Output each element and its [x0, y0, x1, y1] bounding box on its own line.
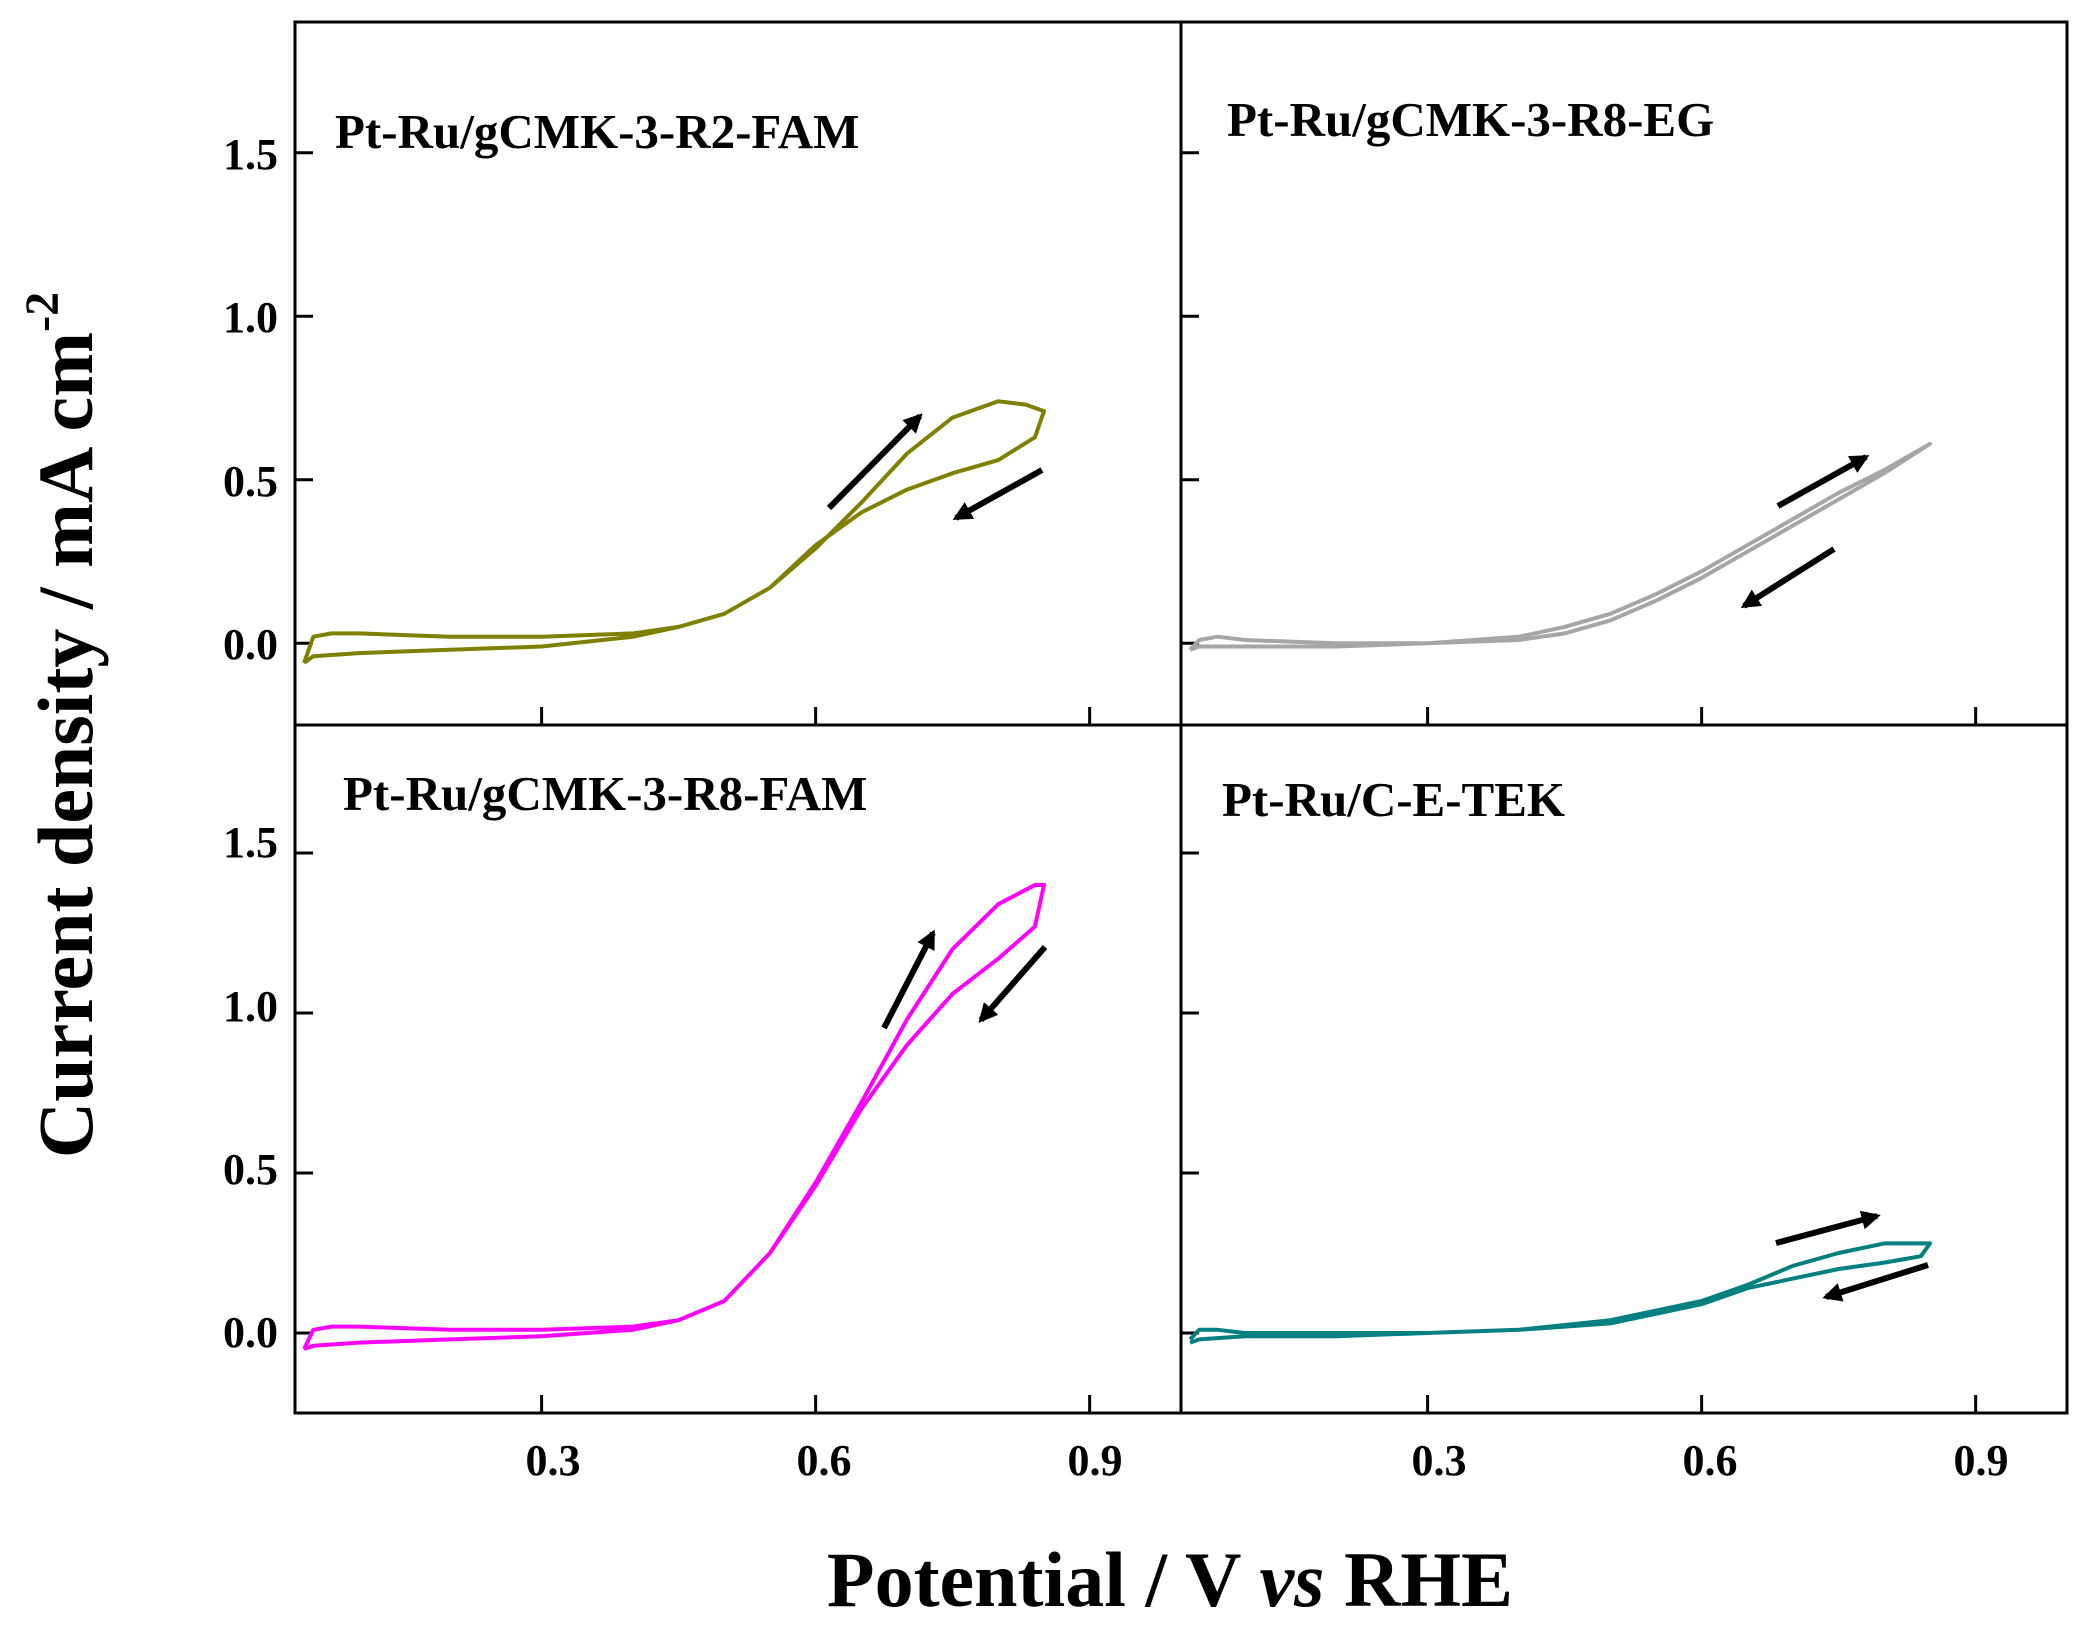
panel-title: Pt-Ru/gCMK-3-R8-EG: [1227, 92, 1714, 147]
panel-4: Pt-Ru/C-E-TEK: [1179, 723, 2069, 1415]
y-tick-label-bottom-1.0: 1.0: [223, 982, 278, 1031]
panel-title: Pt-Ru/gCMK-3-R8-FAM: [343, 766, 867, 821]
y-tick-label-bottom-0.5: 0.5: [223, 1145, 278, 1194]
y-axis-title: Current density / mA cm-2: [16, 292, 109, 1158]
x-tick-label-right-0.9: 0.9: [1954, 1436, 2009, 1485]
y-tick-label-bottom-1.5: 1.5: [223, 818, 278, 867]
panel-frame: [293, 723, 1183, 1415]
panel-title: Pt-Ru/C-E-TEK: [1222, 772, 1565, 827]
panel-1: Pt-Ru/gCMK-3-R2-FAM: [293, 20, 1183, 727]
x-axis-title: Potential / V vs RHE: [827, 1536, 1513, 1623]
forward-scan-arrow: [881, 929, 936, 1030]
x-tick-label-left-0.9: 0.9: [1068, 1436, 1123, 1485]
x-tick-label-left-0.6: 0.6: [797, 1436, 852, 1485]
panels-layer: Pt-Ru/gCMK-3-R2-FAM Pt-Ru/gCMK-3-R8-EG Pt-…: [293, 20, 2069, 1415]
y-tick-label-top-0.0: 0.0: [223, 620, 278, 669]
cv-curve-series: [302, 883, 1046, 1351]
panel-title: Pt-Ru/gCMK-3-R2-FAM: [335, 104, 859, 159]
cv-curve-series: [1188, 441, 1932, 652]
panel-3: Pt-Ru/gCMK-3-R8-FAM: [293, 723, 1183, 1415]
x-tick-label-right-0.6: 0.6: [1683, 1436, 1738, 1485]
cv-curve-series: [302, 399, 1046, 665]
y-tick-label-bottom-0.0: 0.0: [223, 1308, 278, 1357]
forward-scan-arrow: [826, 413, 923, 511]
panel-2: Pt-Ru/gCMK-3-R8-EG: [1179, 20, 2069, 727]
y-tick-label-top-1.0: 1.0: [223, 293, 278, 342]
x-tick-label-right-0.3: 0.3: [1412, 1436, 1467, 1485]
x-tick-label-left-0.3: 0.3: [526, 1436, 581, 1485]
reverse-scan-arrow: [952, 467, 1044, 521]
forward-scan-arrow: [1775, 1210, 1881, 1246]
cv-curve-series: [1188, 1241, 1932, 1345]
reverse-scan-arrow: [1740, 546, 1836, 609]
reverse-scan-arrow: [978, 945, 1048, 1023]
reverse-scan-arrow: [1822, 1262, 1929, 1302]
panel-frame: [1179, 723, 2069, 1415]
forward-scan-arrow: [1776, 454, 1870, 509]
y-tick-label-top-0.5: 0.5: [223, 457, 278, 506]
y-tick-label-top-1.5: 1.5: [223, 130, 278, 179]
